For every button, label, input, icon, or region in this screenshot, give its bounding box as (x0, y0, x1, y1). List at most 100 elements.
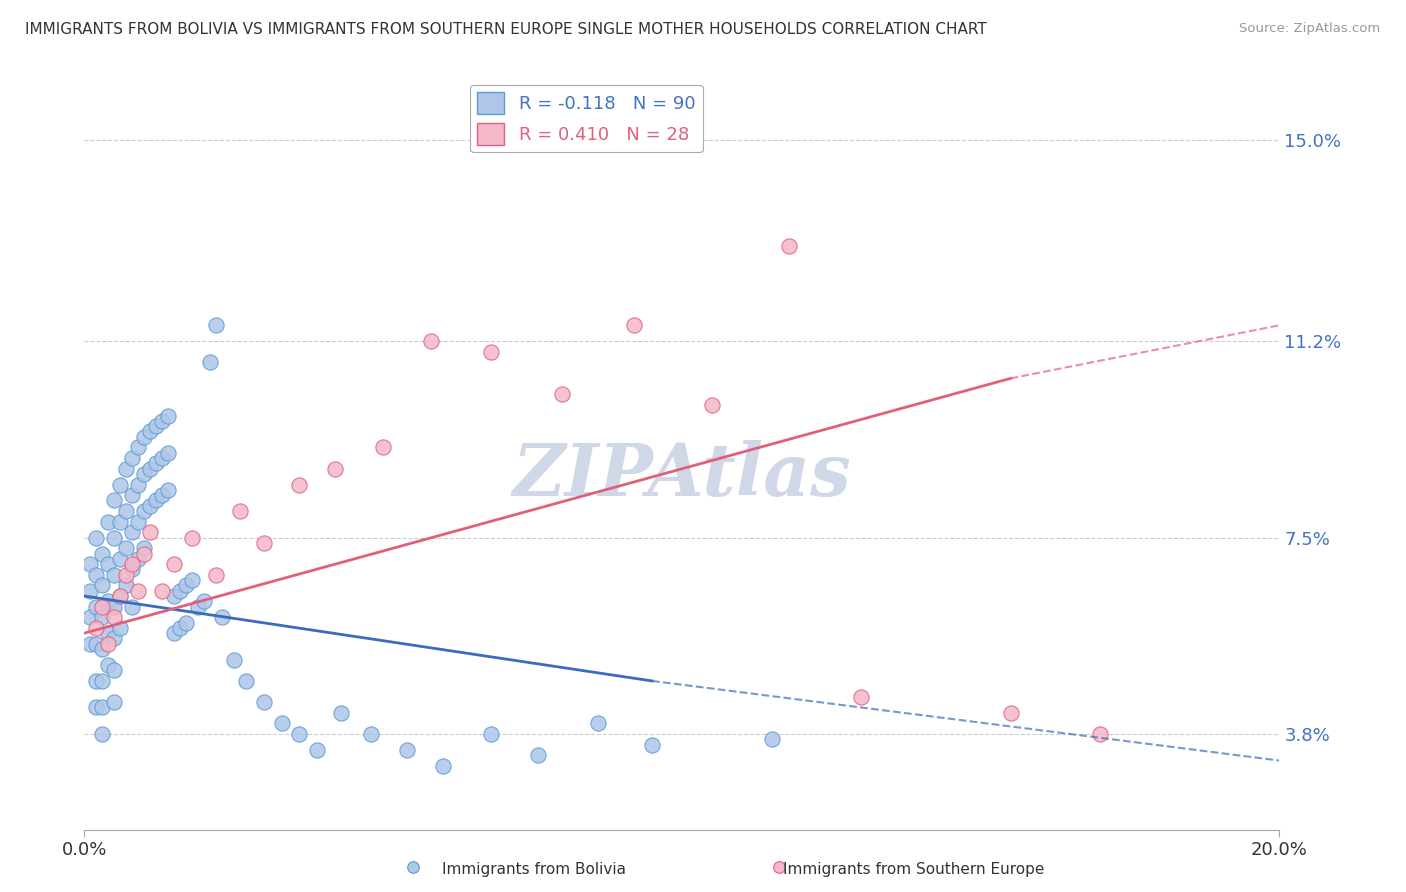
Point (253, 536, 276, 550)
Point (127, 583, 149, 598)
Point (115, 567, 138, 582)
Point (97, 637, 120, 651)
Point (222, 653, 245, 667)
Point (121, 557, 143, 571)
Point (121, 562, 143, 576)
Point (187, 599, 209, 614)
Point (91, 673, 114, 688)
Point (163, 626, 186, 640)
Point (157, 409, 180, 423)
Point (91, 578, 114, 592)
Point (373, 441, 395, 455)
Point (205, 567, 228, 582)
Text: Source: ZipAtlas.com: Source: ZipAtlas.com (1240, 22, 1381, 36)
Point (103, 632, 125, 646)
Point (432, 759, 454, 773)
Text: IMMIGRANTS FROM BOLIVIA VS IMMIGRANTS FROM SOUTHERN EUROPE SINGLE MOTHER HOUSEHO: IMMIGRANTS FROM BOLIVIA VS IMMIGRANTS FR… (25, 22, 987, 37)
Point (79, 557, 101, 571)
Point (97, 594, 120, 608)
Point (91, 700, 114, 714)
Point (163, 589, 186, 603)
Point (103, 610, 125, 624)
Point (150, 488, 173, 502)
Point (235, 673, 257, 688)
Point (1090, 727, 1112, 741)
Point (211, 610, 233, 624)
Point (330, 706, 353, 720)
Point (91, 547, 114, 561)
Point (86, 637, 108, 651)
Point (700, 398, 723, 412)
Point (121, 525, 143, 540)
Point (150, 414, 173, 428)
Point (139, 499, 162, 513)
Point (139, 461, 162, 475)
Point (253, 695, 276, 709)
Text: ZIPAtlas: ZIPAtlas (513, 440, 851, 511)
Point (121, 450, 143, 465)
Point (402, 860, 425, 874)
Point (228, 504, 252, 518)
Point (288, 727, 311, 741)
Point (205, 318, 228, 333)
Point (127, 552, 149, 566)
Point (86, 621, 108, 635)
Point (103, 531, 125, 545)
Point (103, 663, 125, 677)
Point (139, 525, 162, 540)
Point (86, 531, 108, 545)
Point (163, 557, 186, 571)
Point (110, 589, 132, 603)
Point (110, 552, 132, 566)
Point (396, 743, 419, 757)
Point (270, 716, 292, 731)
Point (115, 541, 138, 556)
Point (110, 477, 132, 491)
Point (181, 531, 204, 545)
Point (97, 626, 120, 640)
Point (145, 493, 167, 508)
Point (79, 583, 101, 598)
Point (588, 716, 610, 731)
Point (527, 748, 550, 763)
Point (97, 515, 120, 529)
Point (325, 461, 347, 475)
Point (768, 860, 790, 874)
Point (91, 599, 114, 614)
Point (145, 456, 167, 470)
Point (641, 738, 664, 752)
Point (127, 441, 149, 455)
Point (174, 615, 197, 630)
Point (761, 732, 783, 747)
Point (479, 344, 502, 359)
Point (121, 599, 143, 614)
Point (91, 610, 114, 624)
Point (307, 743, 329, 757)
Point (174, 578, 197, 592)
Point (97, 658, 120, 673)
Point (479, 727, 502, 741)
Point (91, 642, 114, 657)
Point (157, 445, 180, 460)
Point (121, 488, 143, 502)
Text: Immigrants from Bolivia: Immigrants from Bolivia (443, 863, 626, 877)
Point (169, 583, 191, 598)
Point (103, 493, 125, 508)
Point (623, 318, 645, 333)
Point (420, 334, 443, 349)
Point (139, 425, 162, 439)
Point (198, 355, 221, 369)
Point (91, 727, 114, 741)
Point (779, 238, 801, 252)
Legend: R = -0.118   N = 90, R = 0.410   N = 28: R = -0.118 N = 90, R = 0.410 N = 28 (470, 85, 703, 153)
Point (79, 637, 101, 651)
Point (181, 573, 204, 587)
Point (132, 541, 156, 556)
Point (115, 578, 138, 592)
Point (115, 461, 138, 475)
Point (127, 515, 149, 529)
Point (86, 700, 108, 714)
Point (132, 547, 156, 561)
Point (127, 477, 149, 491)
Point (132, 467, 156, 481)
